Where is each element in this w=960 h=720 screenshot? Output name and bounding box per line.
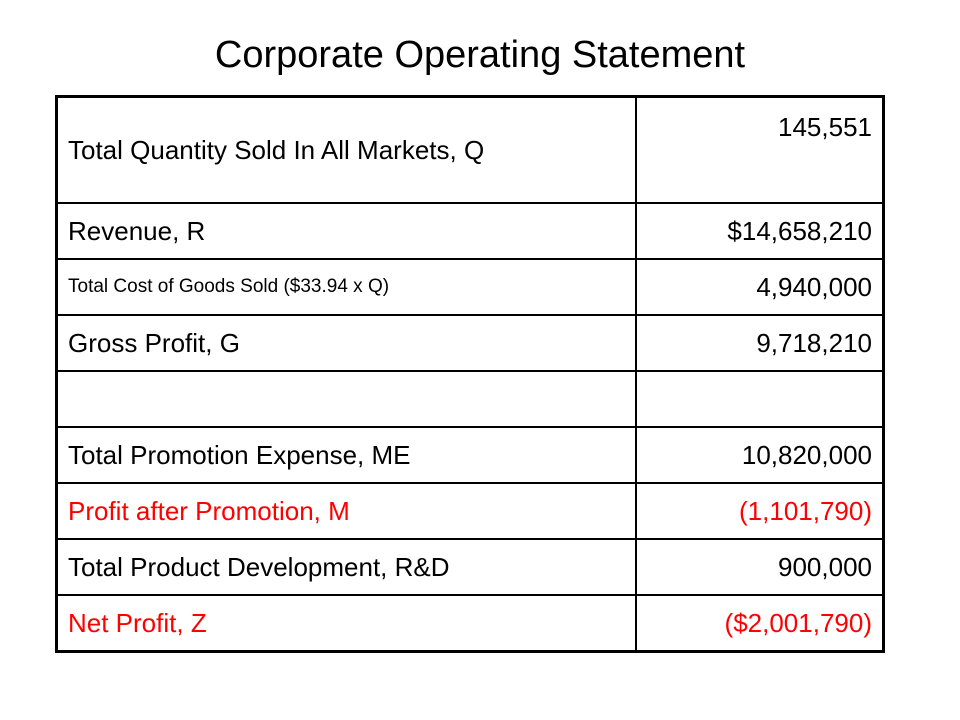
- table-row: Gross Profit, G 9,718,210: [55, 314, 885, 372]
- table-row: Total Promotion Expense, ME 10,820,000: [55, 426, 885, 484]
- row-value: (1,101,790): [635, 482, 885, 540]
- row-value: $14,658,210: [635, 202, 885, 260]
- operating-statement-table: Total Quantity Sold In All Markets, Q 14…: [55, 95, 885, 653]
- row-value: 4,940,000: [635, 258, 885, 316]
- row-label: Profit after Promotion, M: [55, 482, 637, 540]
- table-row: Net Profit, Z ($2,001,790): [55, 594, 885, 653]
- row-value: [635, 370, 885, 428]
- row-value: 145,551: [635, 95, 885, 204]
- page-title: Corporate Operating Statement: [214, 34, 746, 76]
- table-row: Profit after Promotion, M (1,101,790): [55, 482, 885, 540]
- row-label: Revenue, R: [55, 202, 637, 260]
- row-label: Total Product Development, R&D: [55, 538, 637, 596]
- row-label: Total Quantity Sold In All Markets, Q: [55, 95, 637, 204]
- row-value: ($2,001,790): [635, 594, 885, 653]
- table-row: Total Quantity Sold In All Markets, Q 14…: [55, 95, 885, 204]
- row-label: Total Cost of Goods Sold ($33.94 x Q): [55, 258, 637, 316]
- row-value: 10,820,000: [635, 426, 885, 484]
- table-row: Total Cost of Goods Sold ($33.94 x Q) 4,…: [55, 258, 885, 316]
- row-label: Net Profit, Z: [55, 594, 637, 653]
- table-row: [55, 370, 885, 428]
- row-label: Gross Profit, G: [55, 314, 637, 372]
- row-value: 900,000: [635, 538, 885, 596]
- table-row: Total Product Development, R&D 900,000: [55, 538, 885, 596]
- table-row: Revenue, R $14,658,210: [55, 202, 885, 260]
- row-label: [55, 370, 637, 428]
- row-value: 9,718,210: [635, 314, 885, 372]
- row-label: Total Promotion Expense, ME: [55, 426, 637, 484]
